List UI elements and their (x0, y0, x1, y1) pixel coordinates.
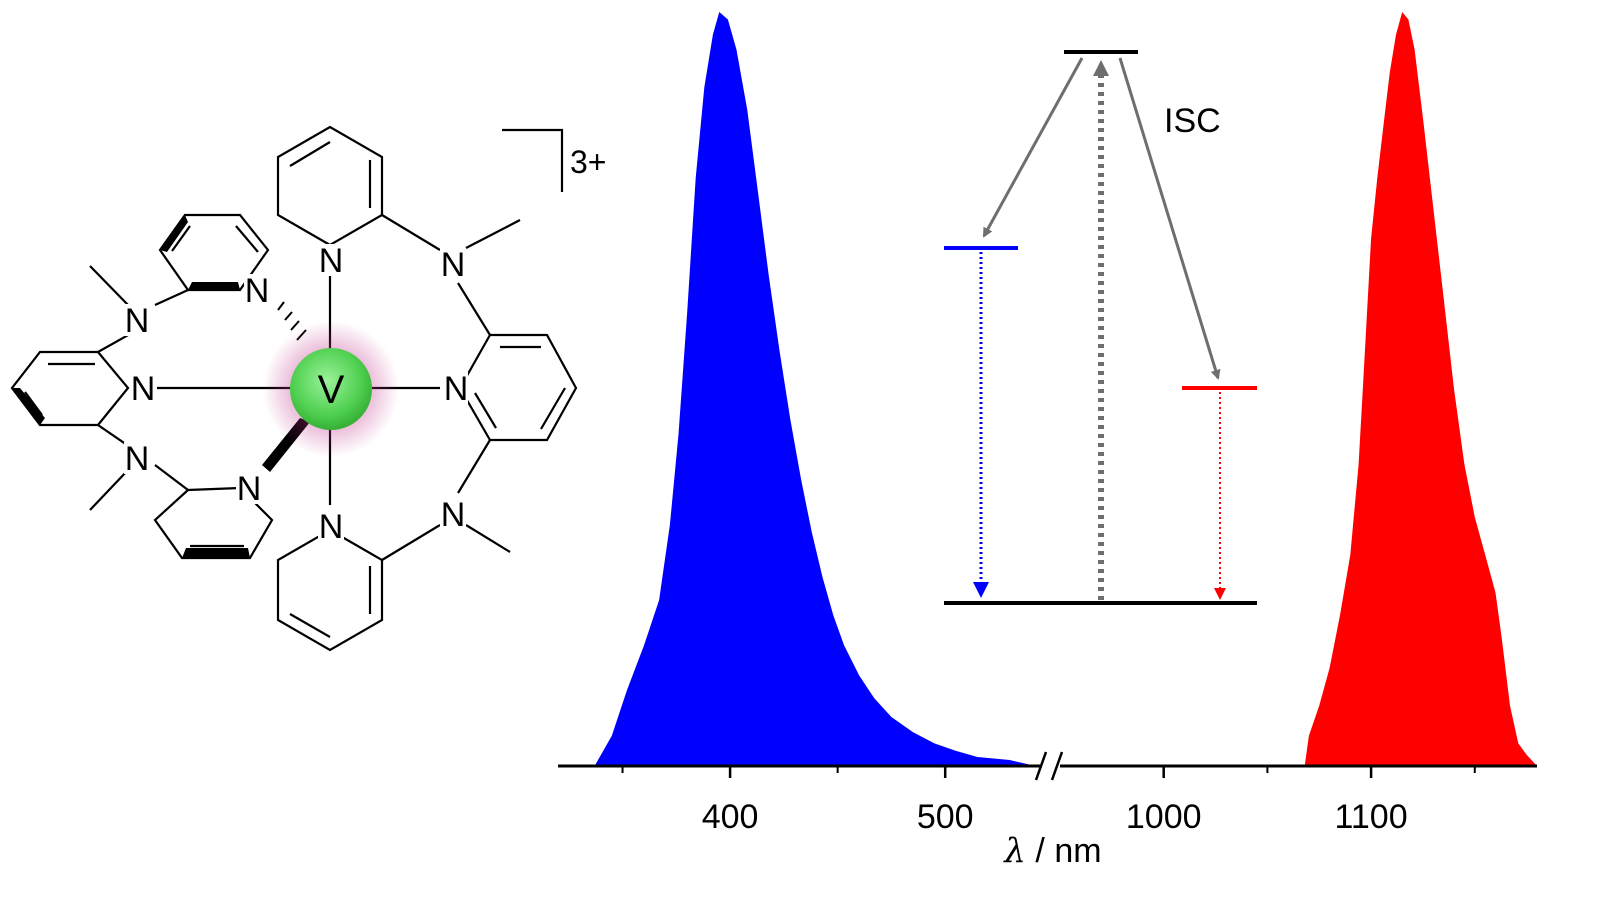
nitrogen-labels: N N N N N N N N N N (124, 242, 468, 546)
right-central-pyridine (458, 333, 578, 442)
metal-label: V (318, 368, 345, 412)
x-axis-label: λ / nm (1002, 831, 1101, 871)
n-label: N (444, 370, 469, 408)
n-label: N (245, 272, 270, 310)
emission-spectrum (594, 12, 1537, 766)
left-central-pyridine (10, 350, 130, 427)
isc-arrow-to-red (1118, 57, 1221, 380)
bottom-right-pyridine (276, 528, 384, 652)
axis-break-mark (1050, 751, 1064, 781)
isc-label: ISC (1164, 102, 1221, 140)
top-right-pyridine (276, 125, 384, 247)
n-label: N (319, 242, 344, 280)
tick-label: 1100 (1335, 798, 1408, 836)
vanadium-center: V (263, 321, 399, 457)
n-label: N (319, 508, 344, 546)
n-label: N (131, 370, 156, 408)
n-label: N (441, 496, 466, 534)
tick-label: 500 (917, 798, 974, 836)
blue-emission-band (594, 12, 1036, 766)
x-axis: 400 500 1000 1100 λ / nm (558, 751, 1537, 871)
jablonski-diagram: ISC (944, 50, 1257, 605)
axis-break-mark (1034, 751, 1048, 781)
tick-label: 1000 (1126, 798, 1202, 836)
vanadium-complex-structure (10, 125, 578, 652)
n-label: N (237, 470, 262, 508)
tick-label: 400 (702, 798, 759, 836)
metal-sphere (290, 348, 372, 430)
charge-label: 3+ (570, 144, 606, 180)
isc-arrow-to-blue (982, 57, 1084, 238)
n-label: N (125, 302, 150, 340)
red-emission-band (1304, 12, 1537, 766)
n-label: N (441, 246, 466, 284)
n-label: N (125, 440, 150, 478)
